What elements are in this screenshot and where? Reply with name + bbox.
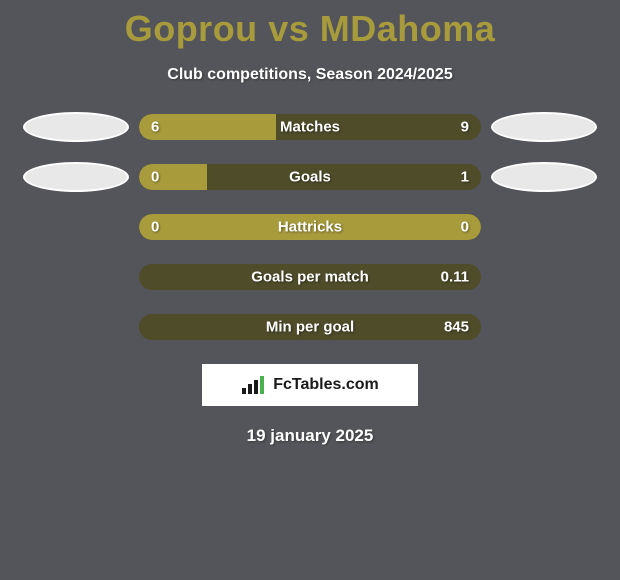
player2-avatar bbox=[491, 162, 597, 192]
stat-value-left: 6 bbox=[151, 119, 159, 136]
stat-label: Goals bbox=[289, 169, 331, 186]
avatar-spacer bbox=[491, 312, 597, 342]
stat-row: 0 1 Goals bbox=[0, 162, 620, 192]
stat-value-right: 9 bbox=[461, 119, 469, 136]
stat-value-right: 0 bbox=[461, 219, 469, 236]
player2-avatar bbox=[491, 112, 597, 142]
brand-badge: FcTables.com bbox=[202, 364, 418, 406]
stat-row: 0.11 Goals per match bbox=[0, 262, 620, 292]
stat-bar: 845 Min per goal bbox=[139, 314, 481, 340]
stat-bar: 0 1 Goals bbox=[139, 164, 481, 190]
avatar-spacer bbox=[491, 262, 597, 292]
stat-label: Goals per match bbox=[251, 269, 369, 286]
page-title: Goprou vs MDahoma bbox=[0, 0, 620, 50]
stat-row: 6 9 Matches bbox=[0, 112, 620, 142]
player1-avatar bbox=[23, 162, 129, 192]
stat-value-left: 0 bbox=[151, 219, 159, 236]
player2-name: MDahoma bbox=[320, 8, 496, 49]
stat-row: 0 0 Hattricks bbox=[0, 212, 620, 242]
avatar-spacer bbox=[23, 312, 129, 342]
stat-fill-left bbox=[139, 164, 207, 190]
stat-row: 845 Min per goal bbox=[0, 312, 620, 342]
brand-text: FcTables.com bbox=[273, 376, 379, 394]
stat-label: Min per goal bbox=[266, 319, 354, 336]
stat-value-right: 0.11 bbox=[441, 269, 469, 286]
stat-fill-left bbox=[139, 114, 276, 140]
avatar-spacer bbox=[23, 262, 129, 292]
stat-label: Hattricks bbox=[278, 219, 342, 236]
stat-rows: 6 9 Matches 0 1 Goals 0 0 Hattricks 0.11 Goals per… bbox=[0, 112, 620, 342]
player1-avatar bbox=[23, 112, 129, 142]
stat-label: Matches bbox=[280, 119, 340, 136]
player1-name: Goprou bbox=[125, 8, 258, 49]
stat-bar: 0 0 Hattricks bbox=[139, 214, 481, 240]
subtitle: Club competitions, Season 2024/2025 bbox=[0, 66, 620, 84]
stat-value-right: 1 bbox=[461, 169, 469, 186]
avatar-spacer bbox=[491, 212, 597, 242]
stat-fill-right bbox=[207, 164, 481, 190]
stat-bar: 0.11 Goals per match bbox=[139, 264, 481, 290]
stat-bar: 6 9 Matches bbox=[139, 114, 481, 140]
comparison-infographic: Goprou vs MDahoma Club competitions, Sea… bbox=[0, 0, 620, 580]
avatar-spacer bbox=[23, 212, 129, 242]
stat-value-right: 845 bbox=[444, 319, 469, 336]
stat-value-left: 0 bbox=[151, 169, 159, 186]
date-text: 19 january 2025 bbox=[0, 426, 620, 446]
bars-icon bbox=[241, 375, 267, 395]
vs-word: vs bbox=[268, 8, 309, 49]
